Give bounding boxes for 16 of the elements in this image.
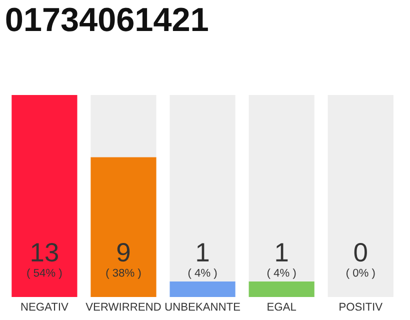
data-label: 9	[117, 242, 130, 262]
x-tick-label: NEGATIV	[21, 302, 68, 311]
annotation: 0	[354, 242, 367, 262]
x-tick-label: POSITIV	[340, 302, 383, 311]
annotation: ( 54% )	[27, 268, 62, 279]
data-label: 1	[197, 243, 209, 262]
annotation: ( 4% )	[188, 268, 217, 279]
x-tick-label: UNBEKANNTE	[165, 302, 240, 311]
annotation: ( 4% )	[267, 268, 296, 279]
chart-title: 01734061421	[6, 8, 208, 32]
data-label: 1	[276, 243, 288, 262]
annotation: ( 0% )	[346, 268, 375, 279]
data-label: 13	[32, 242, 58, 262]
annotation: ( 38% )	[106, 268, 141, 279]
x-tick-label: VERWIRREND	[86, 302, 161, 311]
x-tick-label: EGAL	[268, 302, 296, 311]
